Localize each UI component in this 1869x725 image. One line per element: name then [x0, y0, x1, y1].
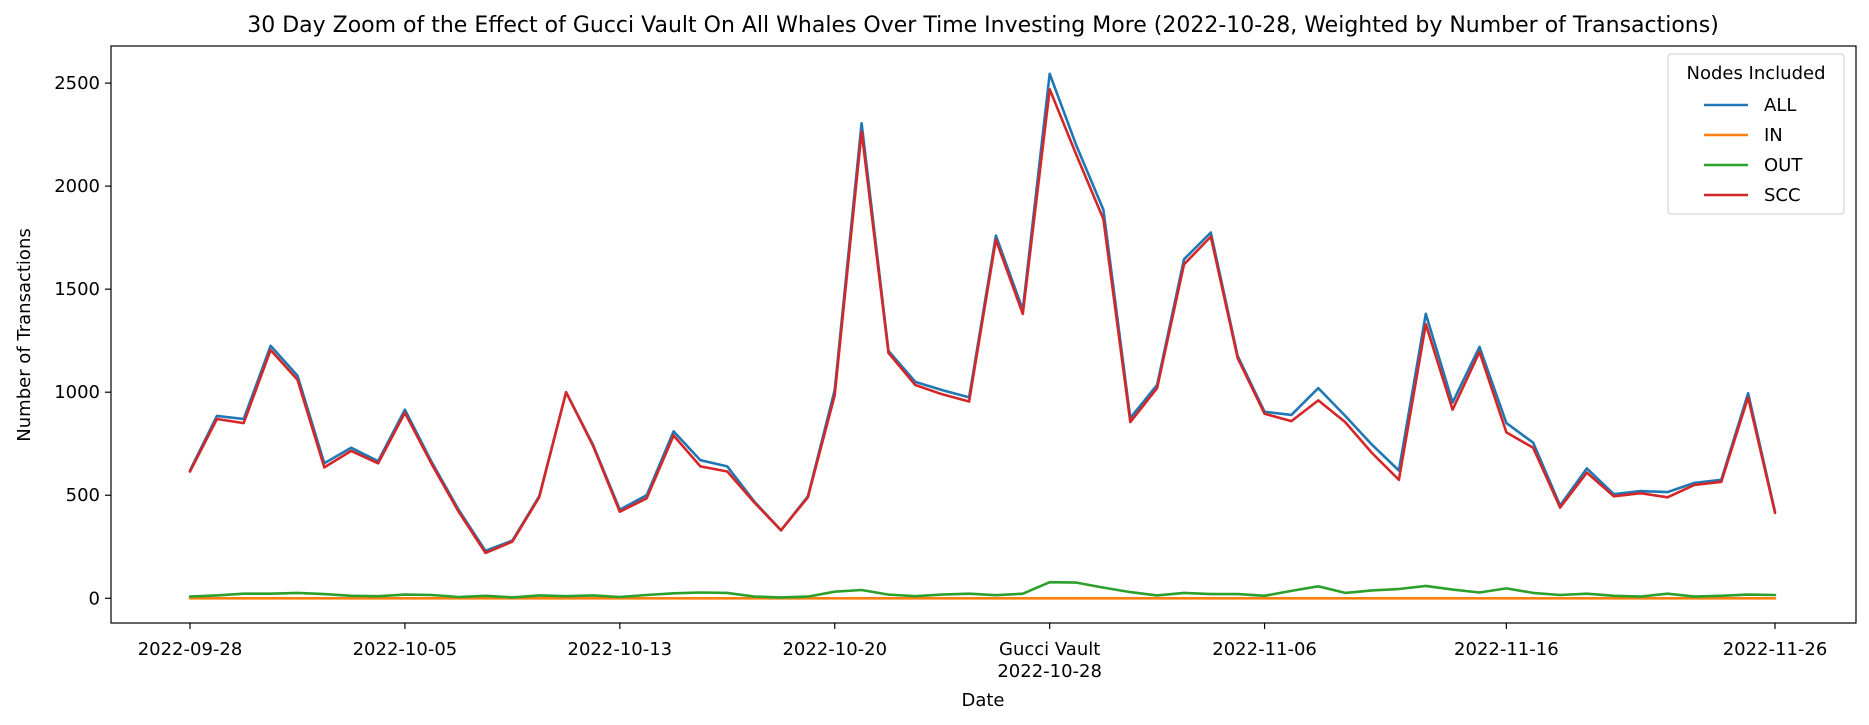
x-tick-label: 2022-09-28 [138, 639, 243, 660]
legend-title: Nodes Included [1686, 63, 1825, 84]
x-tick-label: 2022-11-16 [1454, 639, 1559, 660]
x-axis-label: Date [961, 690, 1004, 711]
x-tick-label: 2022-10-20 [782, 639, 887, 660]
y-axis-label: Number of Transactions [14, 228, 35, 441]
y-tick-label: 500 [66, 485, 100, 506]
x-tick-sublabel: 2022-10-28 [997, 661, 1102, 682]
legend: Nodes Included ALL IN OUT SCC [1667, 53, 1845, 215]
x-tick-label: 2022-10-05 [353, 639, 458, 660]
legend-label-out: OUT [1764, 155, 1803, 176]
y-tick-label: 1500 [54, 279, 100, 300]
y-axis: 0 500 1000 1500 2000 2500 [54, 73, 111, 609]
legend-box [1667, 53, 1845, 215]
x-tick-label: Gucci Vault [999, 639, 1100, 660]
x-tick-label: 2022-10-13 [568, 639, 673, 660]
x-tick-label: 2022-11-26 [1723, 639, 1828, 660]
legend-label-in: IN [1764, 125, 1783, 146]
series-line-all [188, 72, 1777, 553]
y-tick-label: 2500 [54, 73, 100, 94]
legend-label-all: ALL [1764, 95, 1796, 116]
y-tick-label: 1000 [54, 382, 100, 403]
x-axis: 2022-09-28 2022-10-05 2022-10-13 2022-10-20… [138, 623, 1828, 682]
y-tick-label: 2000 [54, 176, 100, 197]
chart-title: 30 Day Zoom of the Effect of Gucci Vault… [247, 13, 1719, 38]
plot-area [110, 45, 1857, 624]
series-line-out [188, 580, 1777, 599]
series-line-scc [188, 88, 1777, 555]
y-tick-label: 0 [89, 588, 100, 609]
legend-label-scc: SCC [1764, 185, 1801, 206]
series-layer [188, 72, 1777, 600]
x-tick-label: 2022-11-06 [1212, 639, 1317, 660]
